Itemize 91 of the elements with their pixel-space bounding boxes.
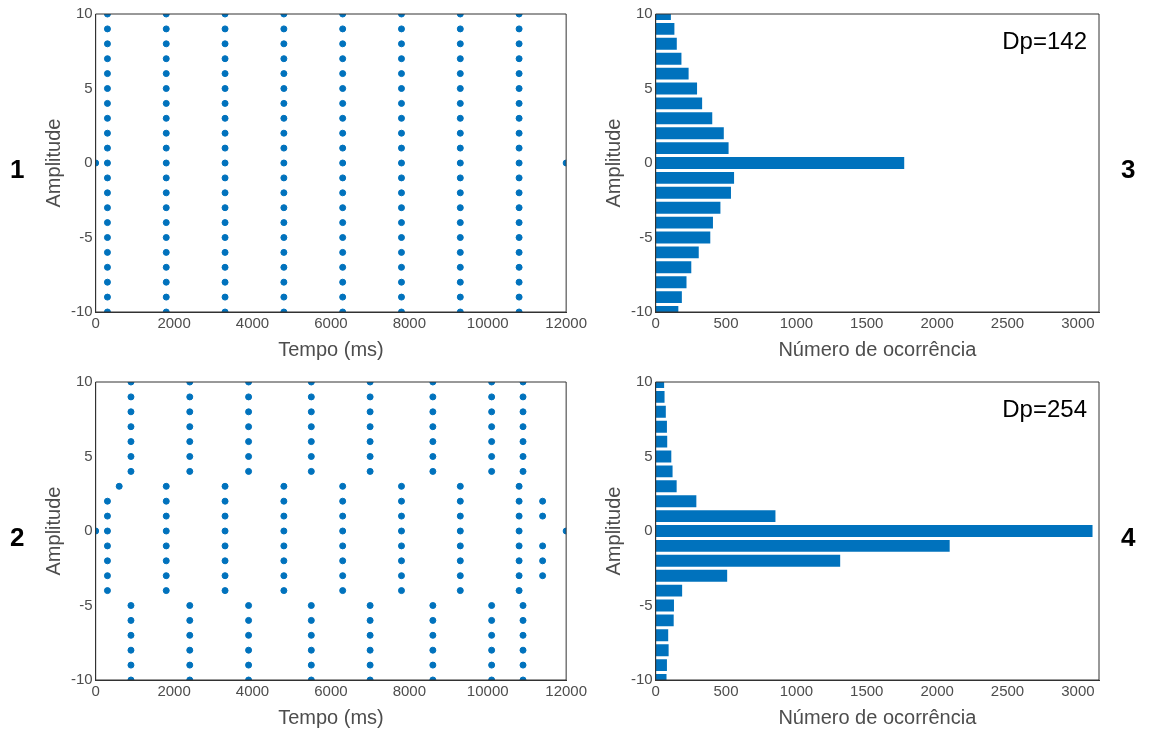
x-tick-label: 500 xyxy=(713,314,739,332)
x-axis-title: Tempo (ms) xyxy=(278,705,384,728)
bar xyxy=(655,52,682,65)
bar xyxy=(655,142,729,155)
x-tick-label: 2000 xyxy=(920,682,954,700)
bar xyxy=(655,112,713,125)
x-tick-label: 1500 xyxy=(850,314,884,332)
x-axis-title: Tempo (ms) xyxy=(278,337,384,360)
y-tick-label: -10 xyxy=(630,302,653,320)
x-tick-label: 1000 xyxy=(779,682,814,700)
x-tick-label: 3000 xyxy=(1061,314,1095,332)
y-axis-title: Amplitude xyxy=(601,118,624,208)
bar xyxy=(655,97,703,110)
x-tick-label: 8000 xyxy=(392,314,427,332)
y-tick-label: 0 xyxy=(84,153,93,171)
x-tick-label: 10000 xyxy=(466,314,509,332)
bar xyxy=(655,539,950,552)
y-tick-label: -5 xyxy=(79,227,93,245)
y-axis-title: Amplitude xyxy=(41,486,64,576)
x-tick-label: 12000 xyxy=(545,314,587,332)
y-tick-label: 5 xyxy=(644,446,653,464)
bar xyxy=(655,629,669,642)
y-tick-label: 10 xyxy=(635,4,653,22)
bar xyxy=(655,554,841,567)
y-tick-label: -10 xyxy=(70,302,93,320)
bar xyxy=(655,157,905,169)
bar xyxy=(655,127,724,140)
x-tick-label: 2500 xyxy=(990,314,1025,332)
bar xyxy=(655,465,673,478)
y-tick-label: 10 xyxy=(75,372,93,390)
text: 4 xyxy=(1121,522,1136,553)
y-tick-label: -5 xyxy=(639,227,653,245)
y-tick-label: 5 xyxy=(84,446,93,464)
x-tick-label: 4000 xyxy=(235,314,270,332)
bar xyxy=(655,201,721,214)
bar xyxy=(655,276,687,289)
text: 3 xyxy=(1121,154,1136,185)
bar xyxy=(655,644,669,657)
y-tick-label: 0 xyxy=(84,521,93,539)
bar xyxy=(655,599,674,612)
annotation: Dp=254 xyxy=(1002,394,1087,422)
bar xyxy=(655,405,666,418)
y-tick-label: 10 xyxy=(75,4,93,22)
annotation: Dp=142 xyxy=(1002,26,1087,54)
x-tick-label: 6000 xyxy=(314,314,348,332)
y-tick-label: 0 xyxy=(644,153,653,171)
x-tick-label: 1500 xyxy=(850,682,884,700)
y-tick-label: -5 xyxy=(79,595,93,613)
bar xyxy=(655,435,668,448)
bar xyxy=(655,231,711,244)
x-tick-label: 8000 xyxy=(392,682,427,700)
bar xyxy=(655,261,692,274)
bar xyxy=(655,510,776,523)
bar xyxy=(655,216,713,229)
y-tick-label: -10 xyxy=(630,670,653,688)
y-axis-title: Amplitude xyxy=(41,118,64,208)
bar xyxy=(655,186,731,199)
y-axis-title: Amplitude xyxy=(601,486,624,576)
bar xyxy=(655,37,677,50)
bar xyxy=(655,82,698,95)
x-tick-label: 10000 xyxy=(466,682,509,700)
bar xyxy=(655,480,677,493)
y-tick-label: 10 xyxy=(635,372,653,390)
y-tick-label: -5 xyxy=(639,595,653,613)
y-tick-label: -10 xyxy=(70,670,93,688)
text: 1 xyxy=(10,154,25,185)
bar xyxy=(655,246,699,259)
bar xyxy=(655,67,689,80)
bar xyxy=(655,525,1093,537)
x-axis-title: Número de ocorrência xyxy=(778,705,978,728)
bar xyxy=(655,584,683,597)
x-tick-label: 6000 xyxy=(314,682,348,700)
x-tick-label: 2000 xyxy=(920,314,954,332)
x-tick-label: 1000 xyxy=(779,314,814,332)
x-axis-title: Número de ocorrência xyxy=(778,337,978,360)
bar xyxy=(655,420,667,433)
x-tick-label: 2500 xyxy=(990,682,1025,700)
x-tick-label: 3000 xyxy=(1061,682,1095,700)
y-tick-label: 0 xyxy=(644,521,653,539)
y-tick-label: 5 xyxy=(644,78,653,96)
x-tick-label: 500 xyxy=(713,682,739,700)
y-tick-label: 5 xyxy=(84,78,93,96)
bar xyxy=(655,495,697,508)
x-tick-label: 2000 xyxy=(157,682,191,700)
bar xyxy=(655,569,728,582)
bar xyxy=(655,614,674,627)
bar xyxy=(655,171,735,184)
x-tick-label: 2000 xyxy=(157,314,191,332)
text: 2 xyxy=(10,522,25,553)
x-tick-label: 4000 xyxy=(235,682,270,700)
x-tick-label: 12000 xyxy=(545,682,587,700)
